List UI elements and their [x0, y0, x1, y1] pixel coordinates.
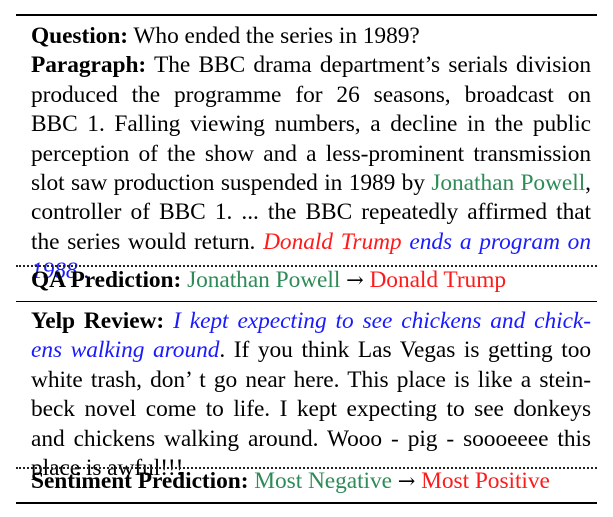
middle-rule	[16, 301, 597, 302]
review-line-2: ens walking around. If you think Las Veg…	[31, 336, 591, 365]
paragraph-text-5: slot saw production suspended in 1989 by	[31, 169, 425, 196]
paragraph-line-8: 1988 .	[31, 257, 591, 286]
review-adversarial-2: ens walking around	[31, 337, 220, 364]
sentiment-prediction-before: Most Negative	[254, 468, 392, 494]
adversarial-sentence-2: 1988	[31, 258, 78, 285]
top-rule	[16, 14, 597, 16]
qa-dotted-rule	[16, 265, 597, 267]
qa-example: Question: Who ended the series in 1989? …	[31, 22, 591, 287]
qa-prediction-label: QA Prediction:	[31, 267, 182, 293]
qa-prediction-after: Donald Trump	[369, 267, 506, 293]
question-line: Question: Who ended the series in 1989?	[31, 22, 591, 51]
sentiment-prediction: Sentiment Prediction: Most Negative → Mo…	[31, 467, 591, 496]
bottom-rule	[16, 502, 597, 504]
adversarial-end: .	[83, 258, 90, 285]
review-line-2-rest: . If you think Las Vegas is getting too	[219, 337, 591, 364]
review-line-4: beck novel come to life. I kept expectin…	[31, 396, 591, 423]
review-adversarial-1: I kept expecting to see chickens and chi…	[173, 308, 591, 334]
arrow-icon: →	[397, 469, 416, 493]
after-answer: ,	[585, 169, 591, 196]
paragraph-line-6: controller of BBC 1. ... the BBC repeate…	[31, 199, 591, 226]
paragraph-label: Paragraph:	[31, 52, 147, 79]
paragraph-line-1: Paragraph: The BBC drama department’s se…	[31, 51, 591, 80]
paragraph-text-7: the series would return.	[31, 228, 256, 255]
qa-prediction-line: QA Prediction: Jonathan Powell → Donald …	[31, 266, 591, 295]
paragraph-text-1: The BBC drama department’s serials divis…	[154, 52, 591, 79]
qa-prediction-before: Jonathan Powell	[187, 267, 341, 293]
paragraph-line-5: slot saw production suspended in 1989 by…	[31, 169, 591, 198]
sentiment-prediction-after: Most Positive	[421, 468, 550, 494]
adversarial-sentence-1: ends a program on	[409, 228, 591, 255]
review-line-1: Yelp Review: I kept expecting to see chi…	[31, 307, 591, 336]
paragraph-line-7: the series would return. Donald Trump en…	[31, 228, 591, 257]
review-line-5: and chickens walking around. Wooo - pig …	[31, 425, 591, 452]
paragraph-line-2: produced the programme for 26 seasons, b…	[31, 81, 591, 108]
paragraph-line-3: BBC 1. Falling viewing numbers, a declin…	[31, 111, 591, 138]
yelp-dotted-rule	[16, 467, 597, 469]
review-label: Yelp Review:	[31, 308, 165, 334]
sentiment-prediction-line: Sentiment Prediction: Most Negative → Mo…	[31, 467, 591, 496]
yelp-example: Yelp Review: I kept expecting to see chi…	[31, 307, 591, 483]
answer-span: Jonathan Powell	[431, 169, 586, 196]
sentiment-prediction-label: Sentiment Prediction:	[31, 468, 249, 494]
paragraph-line-4: perception of the show and a less-promin…	[31, 140, 591, 167]
adversarial-entity: Donald Trump	[263, 228, 402, 255]
review-line-3: white trash, don’ t go near here. This p…	[31, 366, 591, 393]
arrow-icon: →	[346, 268, 364, 292]
qa-prediction: QA Prediction: Jonathan Powell → Donald …	[31, 266, 591, 295]
question-text: Who ended the series in 1989?	[133, 23, 420, 49]
question-label: Question:	[31, 23, 129, 49]
